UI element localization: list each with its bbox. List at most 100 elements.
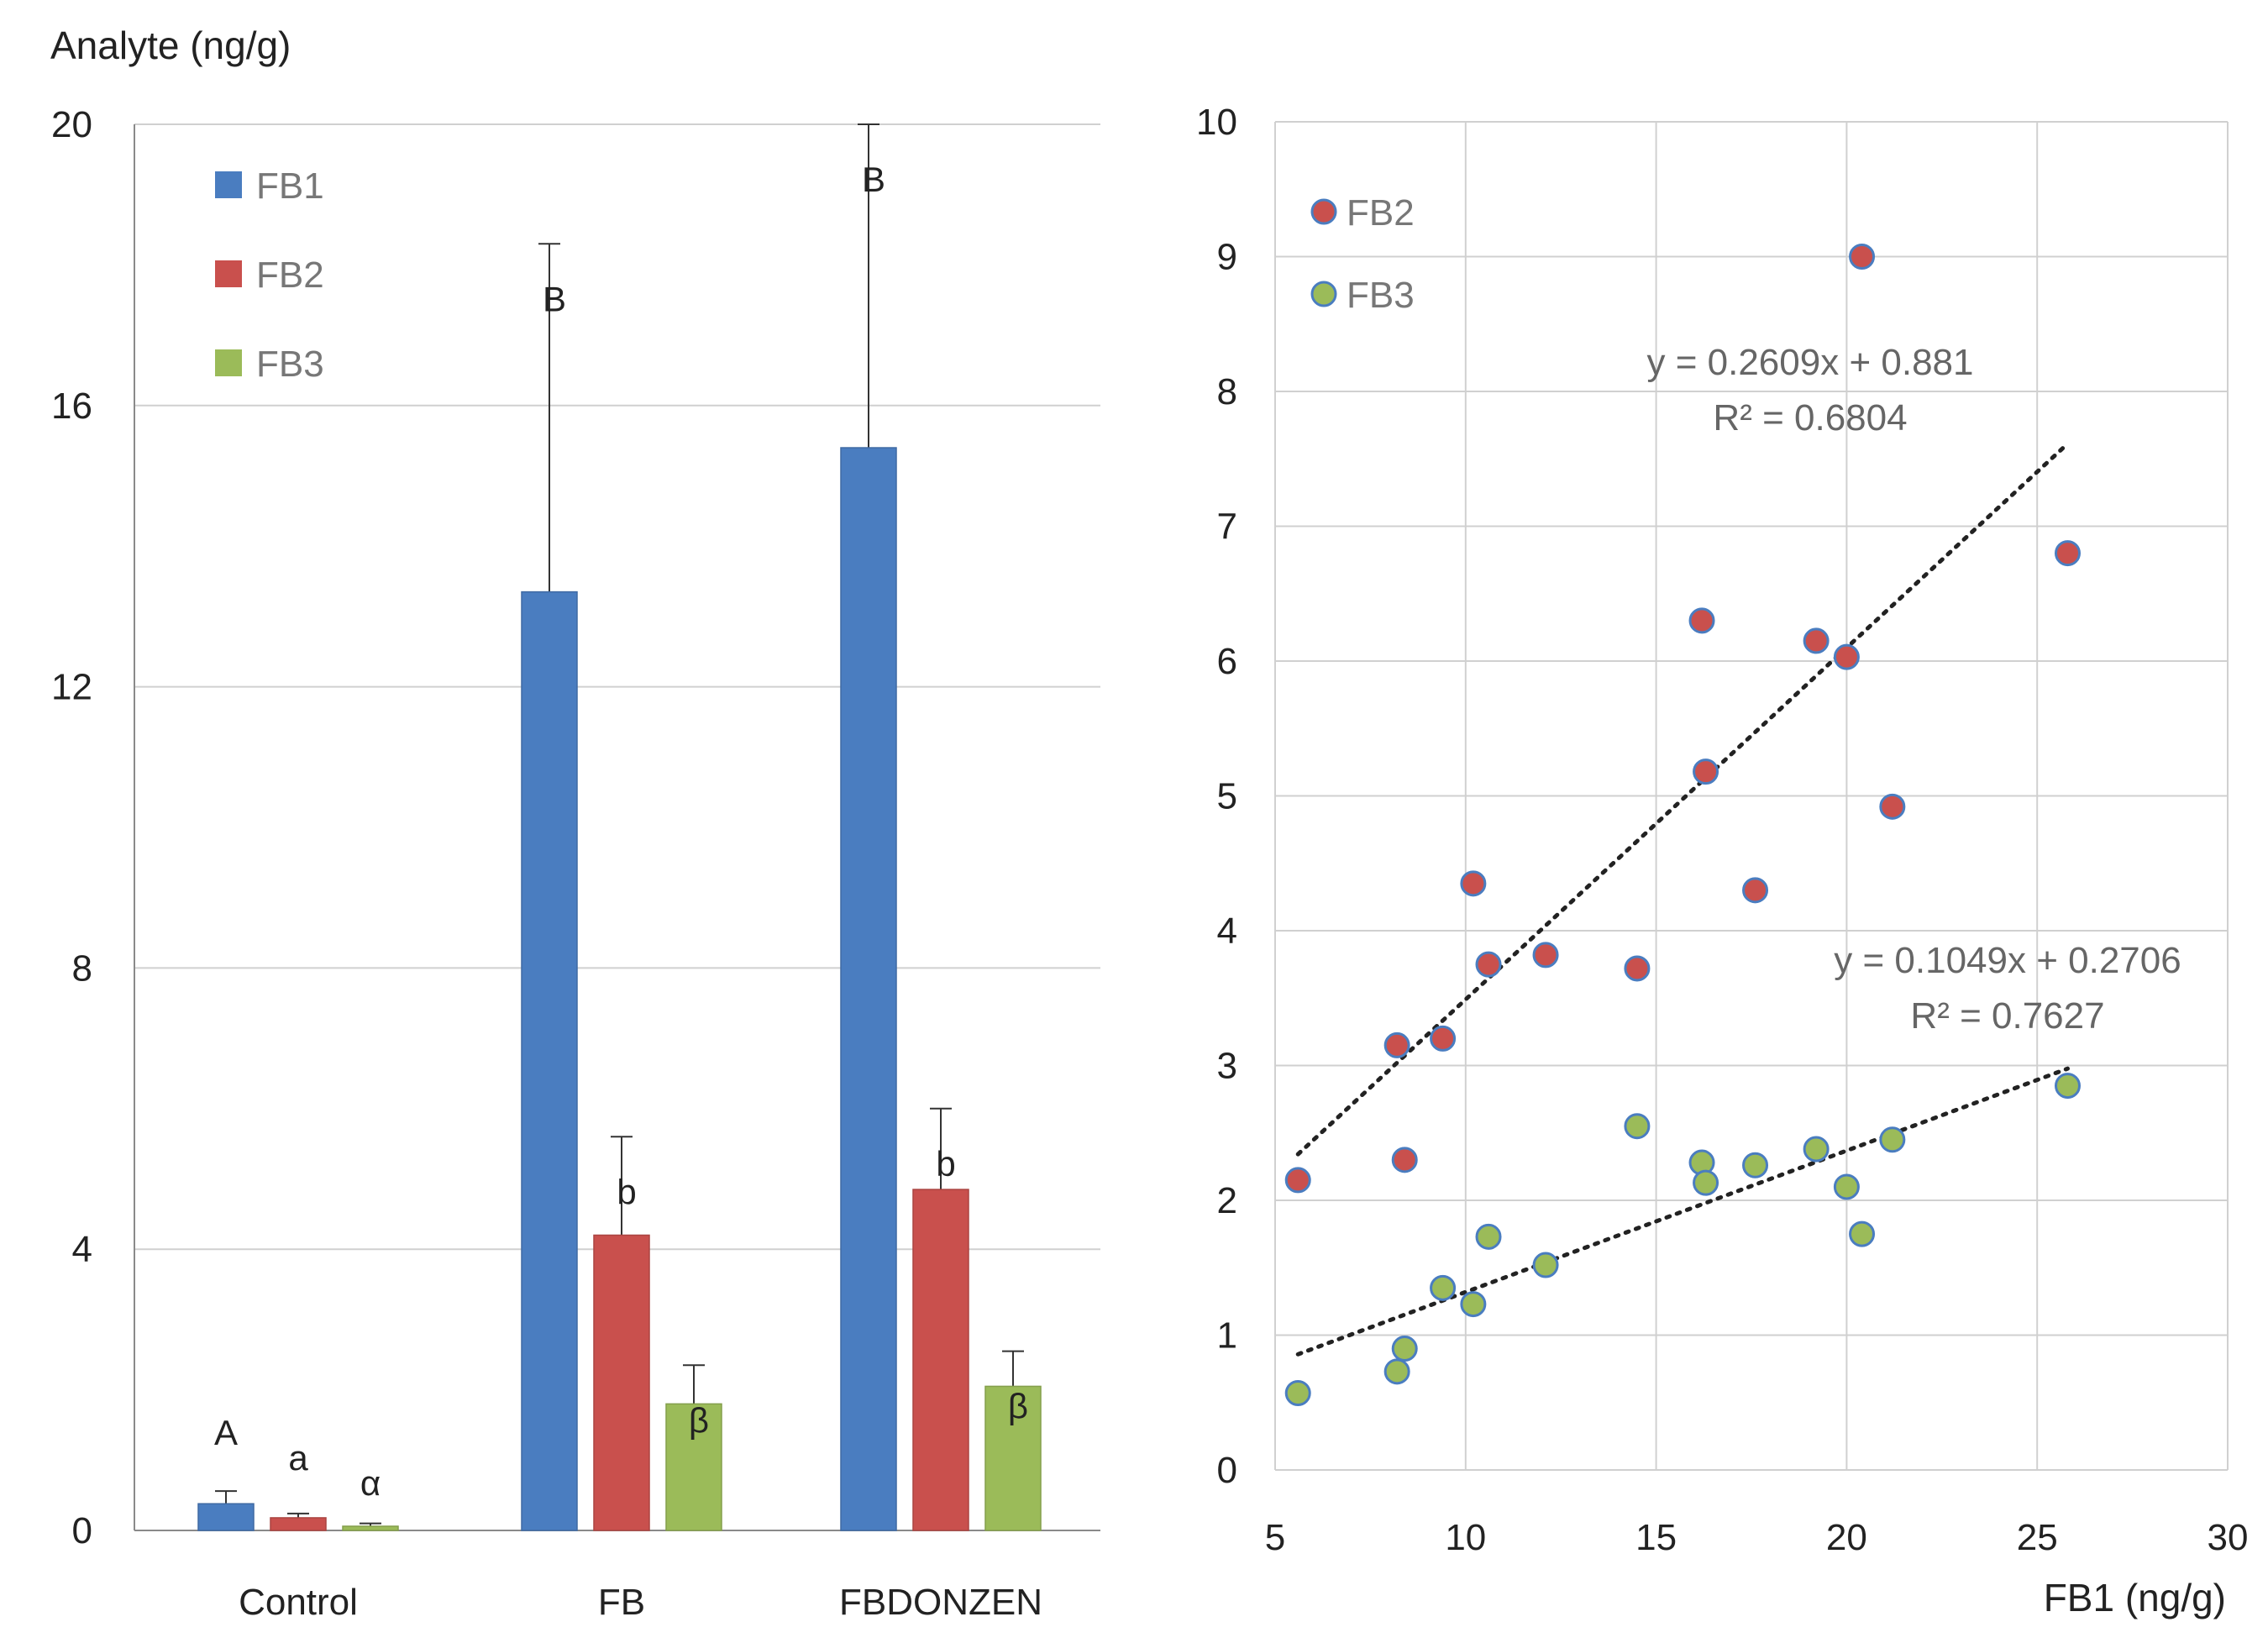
bar-y-tick-label: 20 xyxy=(51,104,92,145)
trendline-FB2 xyxy=(1295,441,2070,1157)
scatter-y-tick-label: 3 xyxy=(1217,1046,1237,1087)
legend-label-FB2: FB2 xyxy=(256,255,324,296)
significance-label-FB1-FB: B xyxy=(543,279,566,318)
bar-y-tick-label: 8 xyxy=(72,947,92,989)
significance-label-FB2-Control: a xyxy=(288,1438,308,1478)
point-FB3 xyxy=(1475,1223,1502,1250)
point-FB3 xyxy=(1803,1136,1830,1163)
legend-swatch-FB2 xyxy=(215,260,242,287)
scatter-legend-marker-FB2 xyxy=(1310,198,1337,225)
bar-FB2-FB xyxy=(593,1234,650,1531)
legend-swatch-FB1 xyxy=(215,171,242,198)
point-FB2 xyxy=(1879,793,1906,820)
point-FB3 xyxy=(1624,1113,1651,1140)
point-FB3 xyxy=(1383,1358,1410,1385)
bar-x-tick-label: FBDONZEN xyxy=(839,1582,1042,1623)
scatter-x-tick-label: 30 xyxy=(2208,1517,2249,1558)
bar-legend: FB1 FB2 FB3 xyxy=(215,165,324,385)
point-FB3 xyxy=(1284,1380,1311,1407)
bar-FB3-FBDONZEN xyxy=(984,1385,1042,1531)
point-FB2 xyxy=(1833,643,1860,670)
bar-FB2-Control xyxy=(270,1517,327,1531)
scatter-x-tick-label: 5 xyxy=(1265,1517,1285,1558)
scatter-points xyxy=(1284,244,2081,1407)
scatter-y-tick-label: 5 xyxy=(1217,776,1237,817)
point-FB2 xyxy=(1475,951,1502,978)
point-FB2 xyxy=(1624,955,1651,982)
trendline-r2-FB2: R² = 0.6804 xyxy=(1713,397,1907,438)
scatter-x-tick-label: 25 xyxy=(2017,1517,2058,1558)
scatter-x-tick-label: 15 xyxy=(1635,1517,1677,1558)
scatter-x-tick-labels: 5 10 15 20 25 30 xyxy=(1265,1517,2249,1558)
trendline-equation-FB2: y = 0.2609x + 0.881 xyxy=(1647,342,1974,383)
legend-swatch-FB3 xyxy=(215,349,242,376)
scatter-y-tick-labels: 0 1 2 3 4 5 6 7 8 9 10 xyxy=(1196,102,1237,1491)
point-FB3 xyxy=(1742,1152,1769,1178)
point-FB2 xyxy=(1803,627,1830,654)
scatter-y-tick-label: 9 xyxy=(1217,237,1237,278)
point-FB2 xyxy=(1742,877,1769,904)
scatter-legend-label-FB2: FB2 xyxy=(1347,192,1415,234)
bar-y-tick-label: 12 xyxy=(51,667,92,708)
point-FB3 xyxy=(1532,1252,1559,1278)
point-FB2 xyxy=(1532,942,1559,968)
scatter-legend-marker-FB3 xyxy=(1310,281,1337,307)
scatter-y-tick-label: 2 xyxy=(1217,1180,1237,1221)
point-FB3 xyxy=(1833,1173,1860,1200)
trendline-equation-FB3: y = 0.1049x + 0.2706 xyxy=(1834,940,2181,981)
point-FB2 xyxy=(1430,1025,1457,1052)
scatter-y-tick-label: 4 xyxy=(1217,911,1237,952)
legend-label-FB3: FB3 xyxy=(256,344,324,385)
significance-label-FB3-Control: α xyxy=(360,1463,381,1503)
trendline-FB3 xyxy=(1295,1066,2070,1357)
bar-FB1-Control xyxy=(197,1503,255,1531)
scatter-x-axis-title: FB1 (ng/g) xyxy=(2044,1576,2226,1619)
scatter-y-tick-label: 10 xyxy=(1196,102,1237,143)
legend-label-FB1: FB1 xyxy=(256,165,324,207)
bar-x-tick-labels: Control FB FBDONZEN xyxy=(239,1582,1042,1623)
bar-FB3-Control xyxy=(342,1525,399,1531)
point-FB3 xyxy=(1430,1274,1457,1301)
point-FB2 xyxy=(1688,607,1715,634)
significance-label-FB1-Control: A xyxy=(214,1413,238,1452)
significance-label-FB2-FB: b xyxy=(617,1172,636,1211)
bar-y-axis-title: Analyte (ng/g) xyxy=(50,24,291,67)
bar-y-tick-label: 16 xyxy=(51,386,92,427)
point-FB2 xyxy=(1849,244,1876,270)
scatter-y-tick-label: 8 xyxy=(1217,371,1237,412)
bar-FB1-FB xyxy=(521,591,578,1531)
scatter-y-tick-label: 1 xyxy=(1217,1315,1237,1357)
bar-FB1-FBDONZEN xyxy=(840,447,897,1531)
scatter-x-tick-label: 20 xyxy=(1826,1517,1867,1558)
scatter-chart: 0 1 2 3 4 5 6 7 8 9 10 5 10 15 20 25 30 y = 0.2609x + 0… xyxy=(1196,102,2248,1619)
bar-x-tick-label: Control xyxy=(239,1582,358,1623)
point-FB2 xyxy=(1383,1031,1410,1058)
bar-y-tick-labels: 0 4 8 12 16 20 xyxy=(51,104,92,1551)
scatter-y-tick-label: 0 xyxy=(1217,1450,1237,1491)
point-FB2 xyxy=(1460,870,1487,897)
trendline-r2-FB3: R² = 0.7627 xyxy=(1910,995,2104,1037)
significance-label-FB2-FBDONZEN: b xyxy=(936,1144,955,1184)
point-FB2 xyxy=(1693,759,1719,785)
bar-y-tick-label: 4 xyxy=(72,1229,92,1270)
bar-error-bars xyxy=(215,123,1024,1526)
point-FB3 xyxy=(1849,1220,1876,1247)
scatter-gridlines xyxy=(1274,121,2229,1471)
point-FB3 xyxy=(1460,1291,1487,1318)
scatter-y-tick-label: 6 xyxy=(1217,641,1237,682)
scatter-legend: FB2 FB3 xyxy=(1310,192,1415,316)
significance-label-FB1-FBDONZEN: B xyxy=(862,160,885,199)
bar-FB3-FB xyxy=(665,1403,722,1531)
significance-label-FB3-FB: β xyxy=(689,1400,709,1440)
point-FB2 xyxy=(1284,1167,1311,1194)
bar-series xyxy=(197,447,1042,1531)
point-FB3 xyxy=(2054,1073,2081,1100)
significance-label-FB3-FBDONZEN: β xyxy=(1008,1387,1028,1426)
point-FB3 xyxy=(1391,1336,1418,1362)
bar-significance-labels: A B Ba b b α β β xyxy=(214,160,1028,1503)
point-FB2 xyxy=(1391,1147,1418,1173)
scatter-trendlines xyxy=(1295,441,2070,1357)
bar-y-tick-label: 0 xyxy=(72,1510,92,1551)
scatter-x-tick-label: 10 xyxy=(1445,1517,1486,1558)
